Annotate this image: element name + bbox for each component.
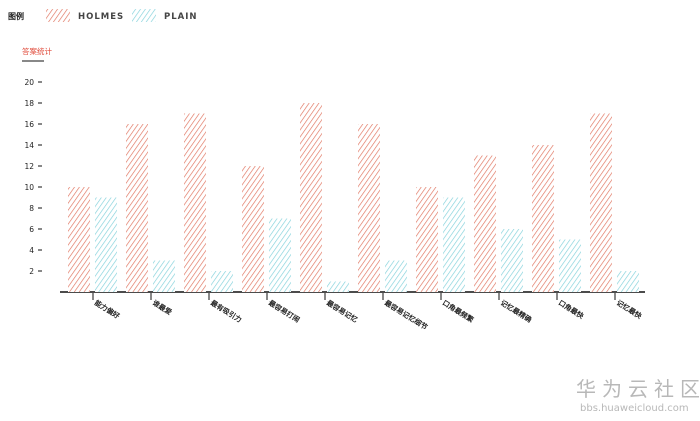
y-tick-label: 14 xyxy=(24,141,34,150)
y-tick-label: 2 xyxy=(29,267,34,276)
bar-holmes xyxy=(184,113,206,292)
bar-holmes xyxy=(474,155,496,292)
y-tick-label: 4 xyxy=(29,246,34,255)
bar-plain xyxy=(501,229,523,292)
y-tick-label: 6 xyxy=(29,225,34,234)
x-category-label: 记忆最快 xyxy=(615,298,644,321)
x-category-label: 谁最爱 xyxy=(151,298,174,317)
y-tick-label: 8 xyxy=(29,204,34,213)
y-tick-label: 18 xyxy=(24,99,34,108)
bar-plain xyxy=(385,260,407,292)
y-tick-label: 10 xyxy=(24,183,34,192)
bars xyxy=(68,103,639,292)
bar-plain xyxy=(443,197,465,292)
legend-swatch-plain xyxy=(132,9,156,22)
section-title: 答案统计 xyxy=(22,46,52,56)
x-category-label: 最有吸引力 xyxy=(209,298,243,324)
bar-holmes xyxy=(532,145,554,292)
bar-holmes xyxy=(358,124,380,292)
bar-holmes xyxy=(416,187,438,292)
y-tick-label: 16 xyxy=(24,120,34,129)
legend-label-holmes: HOLMES xyxy=(78,12,124,22)
x-axis-labels: 能力偏好 谁最爱 最有吸引力 最容易打闹 最容易记忆 最容易记忆细节 口角最频繁 记忆最精确 口… xyxy=(92,293,644,332)
y-tick-label: 20 xyxy=(24,78,34,87)
bar-plain xyxy=(617,271,639,292)
x-category-label: 能力偏好 xyxy=(93,298,122,320)
bar-plain xyxy=(327,281,349,292)
x-category-label: 最容易记忆 xyxy=(325,298,359,324)
legend-label-plain: PLAIN xyxy=(164,12,198,22)
y-tick-label: 12 xyxy=(24,162,34,171)
bar-plain xyxy=(211,271,233,292)
watermark-text-cn: 华为云社区 xyxy=(576,377,700,401)
watermark-url: bbs.huaweicloud.com xyxy=(580,403,689,414)
bar-plain xyxy=(153,260,175,292)
x-category-label: 口角最快 xyxy=(557,298,586,321)
legend: 图例 HOLMES PLAIN xyxy=(8,9,198,22)
bar-plain xyxy=(559,239,581,292)
bar-plain xyxy=(95,197,117,292)
x-category-label: 最容易打闹 xyxy=(267,298,301,324)
bar-holmes xyxy=(68,187,90,292)
x-category-label: 记忆最精确 xyxy=(499,298,533,324)
bar-holmes xyxy=(300,103,322,292)
bar-holmes xyxy=(242,166,264,292)
bar-plain xyxy=(269,218,291,292)
x-category-label: 口角最频繁 xyxy=(441,298,476,325)
bar-holmes xyxy=(126,124,148,292)
watermark: 华为云社区 bbs.huaweicloud.com xyxy=(576,377,700,414)
legend-swatch-holmes xyxy=(46,9,70,22)
legend-title: 图例 xyxy=(8,11,24,21)
x-category-label: 最容易记忆细节 xyxy=(383,298,429,332)
bar-holmes xyxy=(590,113,612,292)
y-axis-ticks: 2 4 6 8 10 12 14 16 18 20 xyxy=(24,78,42,276)
